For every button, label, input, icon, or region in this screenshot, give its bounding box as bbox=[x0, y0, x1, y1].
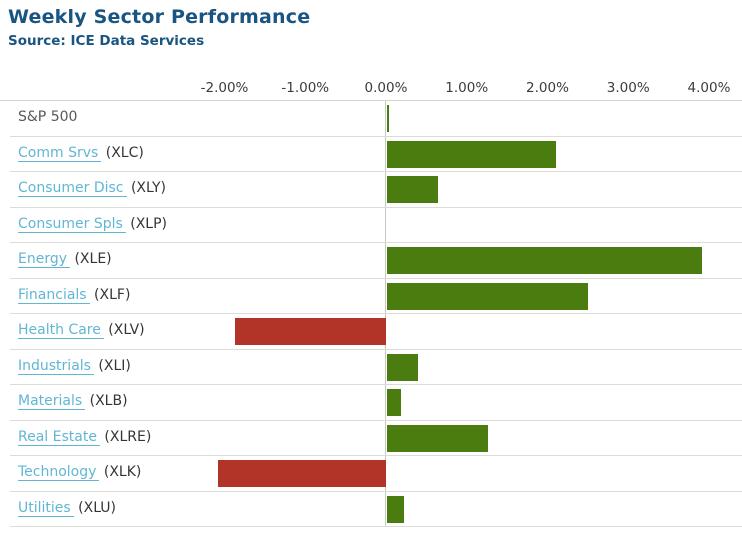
sector-link[interactable]: Technology bbox=[18, 464, 100, 481]
sector-row-label: Utilities (XLU) bbox=[18, 499, 117, 517]
sector-link[interactable]: Energy bbox=[18, 251, 71, 268]
sector-bar bbox=[387, 389, 401, 416]
sector-ticker: (XLK) bbox=[99, 464, 142, 480]
sector-ticker: (XLB) bbox=[85, 393, 128, 409]
sector-link[interactable]: Comm Srvs bbox=[18, 144, 102, 162]
sector-row: Energy (XLE) bbox=[10, 243, 742, 279]
sector-ticker: (XLV) bbox=[103, 322, 145, 338]
page-title: Weekly Sector Performance bbox=[8, 6, 311, 28]
x-axis-tick-labels: -2.00% -1.00% 0.00% 1.00% 2.00% 3.00% 4.00% bbox=[0, 78, 742, 100]
sector-bar bbox=[387, 105, 390, 132]
sector-name: S&P 500 bbox=[18, 109, 78, 125]
sector-row: Utilities (XLU) bbox=[10, 492, 742, 527]
sector-link[interactable]: Health Care bbox=[18, 322, 104, 339]
sector-row: Comm Srvs (XLC) bbox=[10, 137, 742, 172]
chart-rows: S&P 500 Comm Srvs (XLC) Consumer Disc (XLY… bbox=[10, 101, 742, 527]
sector-row: S&P 500 bbox=[10, 101, 742, 137]
sector-ticker: (XLRE) bbox=[99, 428, 152, 445]
sector-link[interactable]: Materials bbox=[18, 393, 86, 410]
sector-bar bbox=[387, 140, 556, 168]
x-axis-tick-label: 4.00% bbox=[687, 80, 731, 96]
sector-row-label: Consumer Disc (XLY) bbox=[18, 180, 166, 197]
sector-performance-chart: -2.00% -1.00% 0.00% 1.00% 2.00% 3.00% 4.00% S&… bbox=[0, 78, 742, 528]
sector-row: Health Care (XLV) bbox=[10, 314, 742, 350]
sector-bar bbox=[387, 353, 418, 381]
sector-row: Technology (XLK) bbox=[10, 456, 742, 492]
sector-row-label: Real Estate (XLRE) bbox=[18, 428, 152, 446]
x-axis-tick-label: 1.00% bbox=[445, 80, 489, 96]
sector-link[interactable]: Utilities bbox=[18, 499, 74, 517]
sector-row-label: Health Care (XLV) bbox=[18, 322, 145, 339]
sector-row-label: Financials (XLF) bbox=[18, 286, 131, 304]
sector-link[interactable]: Consumer Disc bbox=[18, 180, 127, 197]
x-axis-tick-label: 2.00% bbox=[526, 80, 569, 96]
sector-bar bbox=[218, 460, 386, 487]
sector-bar bbox=[234, 318, 386, 345]
sector-row-label: Materials (XLB) bbox=[18, 393, 128, 410]
sector-row-label: Comm Srvs (XLC) bbox=[18, 144, 144, 162]
sector-bar bbox=[387, 424, 488, 452]
sector-ticker: (XLP) bbox=[125, 215, 168, 232]
plot-area: S&P 500 Comm Srvs (XLC) Consumer Disc (XLY… bbox=[0, 100, 742, 527]
sector-row-label: Technology (XLK) bbox=[18, 464, 142, 481]
sector-bar bbox=[387, 495, 404, 523]
sector-row: Consumer Disc (XLY) bbox=[10, 172, 742, 208]
sector-row-label: Consumer Spls (XLP) bbox=[18, 215, 168, 233]
sector-link[interactable]: Industrials bbox=[18, 357, 94, 375]
source-label: Source: ICE Data Services bbox=[8, 33, 205, 49]
sector-link[interactable]: Consumer Spls bbox=[18, 215, 126, 233]
sector-link[interactable]: Financials bbox=[18, 286, 90, 304]
sector-row: Financials (XLF) bbox=[10, 279, 742, 314]
x-axis-tick-label: 3.00% bbox=[606, 80, 650, 96]
sector-row-label: Energy (XLE) bbox=[18, 251, 112, 268]
sector-bar bbox=[387, 282, 589, 310]
sector-row: Consumer Spls (XLP) bbox=[10, 208, 742, 243]
sector-row-label: S&P 500 bbox=[18, 109, 77, 125]
x-axis-tick-label: 0.00% bbox=[364, 80, 408, 96]
x-axis-tick-label: -1.00% bbox=[281, 80, 330, 96]
sector-bar bbox=[387, 247, 702, 274]
sector-ticker: (XLY) bbox=[126, 180, 166, 196]
sector-ticker: (XLU) bbox=[73, 499, 117, 516]
sector-row: Materials (XLB) bbox=[10, 385, 742, 421]
sector-ticker: (XLI) bbox=[93, 357, 131, 374]
zero-axis-line bbox=[385, 101, 386, 527]
sector-row-label: Industrials (XLI) bbox=[18, 357, 131, 375]
sector-ticker: (XLF) bbox=[89, 286, 131, 303]
sector-row: Real Estate (XLRE) bbox=[10, 421, 742, 456]
sector-ticker: (XLC) bbox=[101, 144, 144, 161]
sector-ticker: (XLE) bbox=[70, 251, 112, 267]
sector-link[interactable]: Real Estate bbox=[18, 428, 100, 446]
sector-bar bbox=[387, 176, 438, 203]
sector-row: Industrials (XLI) bbox=[10, 350, 742, 385]
x-axis-tick-label: -2.00% bbox=[200, 80, 249, 96]
